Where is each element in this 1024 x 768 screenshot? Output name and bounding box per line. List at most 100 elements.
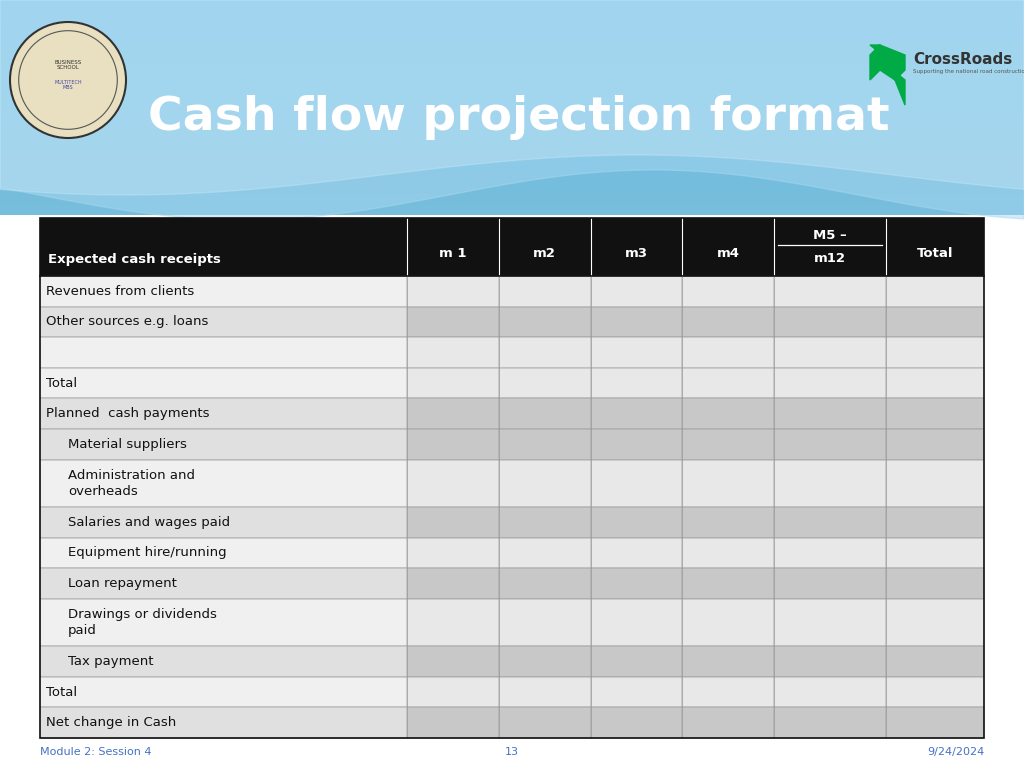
Text: m4: m4 (717, 247, 739, 260)
Bar (40, 399, 408, 429)
Bar (408, 337, 499, 368)
Bar (499, 646, 591, 677)
Bar (886, 568, 984, 599)
Polygon shape (0, 0, 1024, 220)
Bar (886, 646, 984, 677)
Bar (886, 276, 984, 306)
Bar (774, 459, 886, 507)
Bar (886, 677, 984, 707)
Text: Other sources e.g. loans: Other sources e.g. loans (46, 316, 208, 329)
Text: Total: Total (916, 247, 953, 260)
Bar (774, 276, 886, 306)
Bar (408, 568, 499, 599)
Text: Loan repayment: Loan repayment (68, 577, 177, 590)
Bar (682, 306, 774, 337)
Bar (682, 399, 774, 429)
Bar (774, 368, 886, 399)
Bar (408, 459, 499, 507)
Bar (408, 399, 499, 429)
Bar (499, 276, 591, 306)
Bar (774, 337, 886, 368)
Bar (499, 707, 591, 738)
Bar (408, 507, 499, 538)
Bar (591, 538, 682, 568)
Bar (40, 599, 408, 646)
Text: Planned  cash payments: Planned cash payments (46, 407, 210, 420)
Bar (682, 429, 774, 459)
Polygon shape (870, 45, 905, 105)
Bar (886, 507, 984, 538)
Bar (591, 306, 682, 337)
Text: Module 2: Session 4: Module 2: Session 4 (40, 747, 152, 757)
Bar (499, 459, 591, 507)
Text: Drawings or dividends
paid: Drawings or dividends paid (68, 608, 217, 637)
Bar (886, 459, 984, 507)
Text: m 1: m 1 (439, 247, 467, 260)
Text: 13: 13 (505, 747, 519, 757)
Bar (682, 677, 774, 707)
Text: MULTITECH
MBS: MULTITECH MBS (54, 80, 82, 91)
Bar (682, 337, 774, 368)
Text: 9/24/2024: 9/24/2024 (927, 747, 984, 757)
Bar (886, 707, 984, 738)
Text: CrossRoads: CrossRoads (913, 51, 1013, 67)
Bar (408, 677, 499, 707)
Bar (40, 677, 408, 707)
Bar (591, 599, 682, 646)
Bar (682, 707, 774, 738)
Bar (591, 368, 682, 399)
Bar (40, 218, 984, 738)
Bar (499, 538, 591, 568)
Polygon shape (0, 340, 148, 768)
Bar (40, 337, 408, 368)
Text: BUSINESS
SCHOOL: BUSINESS SCHOOL (54, 60, 82, 71)
Text: Expected cash receipts: Expected cash receipts (48, 253, 221, 266)
Bar (591, 399, 682, 429)
Bar (682, 459, 774, 507)
Text: Material suppliers: Material suppliers (68, 438, 186, 451)
Bar (886, 538, 984, 568)
Bar (40, 507, 408, 538)
Bar (591, 677, 682, 707)
Bar (40, 538, 408, 568)
Bar (886, 368, 984, 399)
Text: Net change in Cash: Net change in Cash (46, 717, 176, 729)
Bar (682, 507, 774, 538)
Bar (886, 306, 984, 337)
Bar (591, 707, 682, 738)
Bar (40, 429, 408, 459)
Text: Supporting the national road construction industry: Supporting the national road constructio… (913, 69, 1024, 74)
Bar (408, 599, 499, 646)
Bar (774, 568, 886, 599)
Bar (774, 429, 886, 459)
Bar (499, 306, 591, 337)
Text: m2: m2 (534, 247, 556, 260)
Text: Total: Total (46, 376, 77, 389)
Bar (591, 507, 682, 538)
Bar (408, 646, 499, 677)
Bar (408, 368, 499, 399)
Text: Total: Total (46, 686, 77, 699)
Bar (682, 276, 774, 306)
Bar (682, 646, 774, 677)
Bar (682, 538, 774, 568)
Bar (774, 399, 886, 429)
Polygon shape (0, 0, 1024, 195)
Bar (682, 368, 774, 399)
Bar (591, 337, 682, 368)
Bar (591, 568, 682, 599)
Bar (0, 215, 1024, 768)
Bar (408, 306, 499, 337)
Bar (774, 599, 886, 646)
Text: Administration and
overheads: Administration and overheads (68, 468, 195, 498)
Bar (40, 368, 408, 399)
Bar (682, 599, 774, 646)
Bar (40, 646, 408, 677)
Bar (499, 507, 591, 538)
Bar (591, 459, 682, 507)
Bar (682, 568, 774, 599)
Bar (499, 368, 591, 399)
Text: Cash flow projection format: Cash flow projection format (148, 95, 890, 141)
Bar (408, 276, 499, 306)
Bar (408, 538, 499, 568)
